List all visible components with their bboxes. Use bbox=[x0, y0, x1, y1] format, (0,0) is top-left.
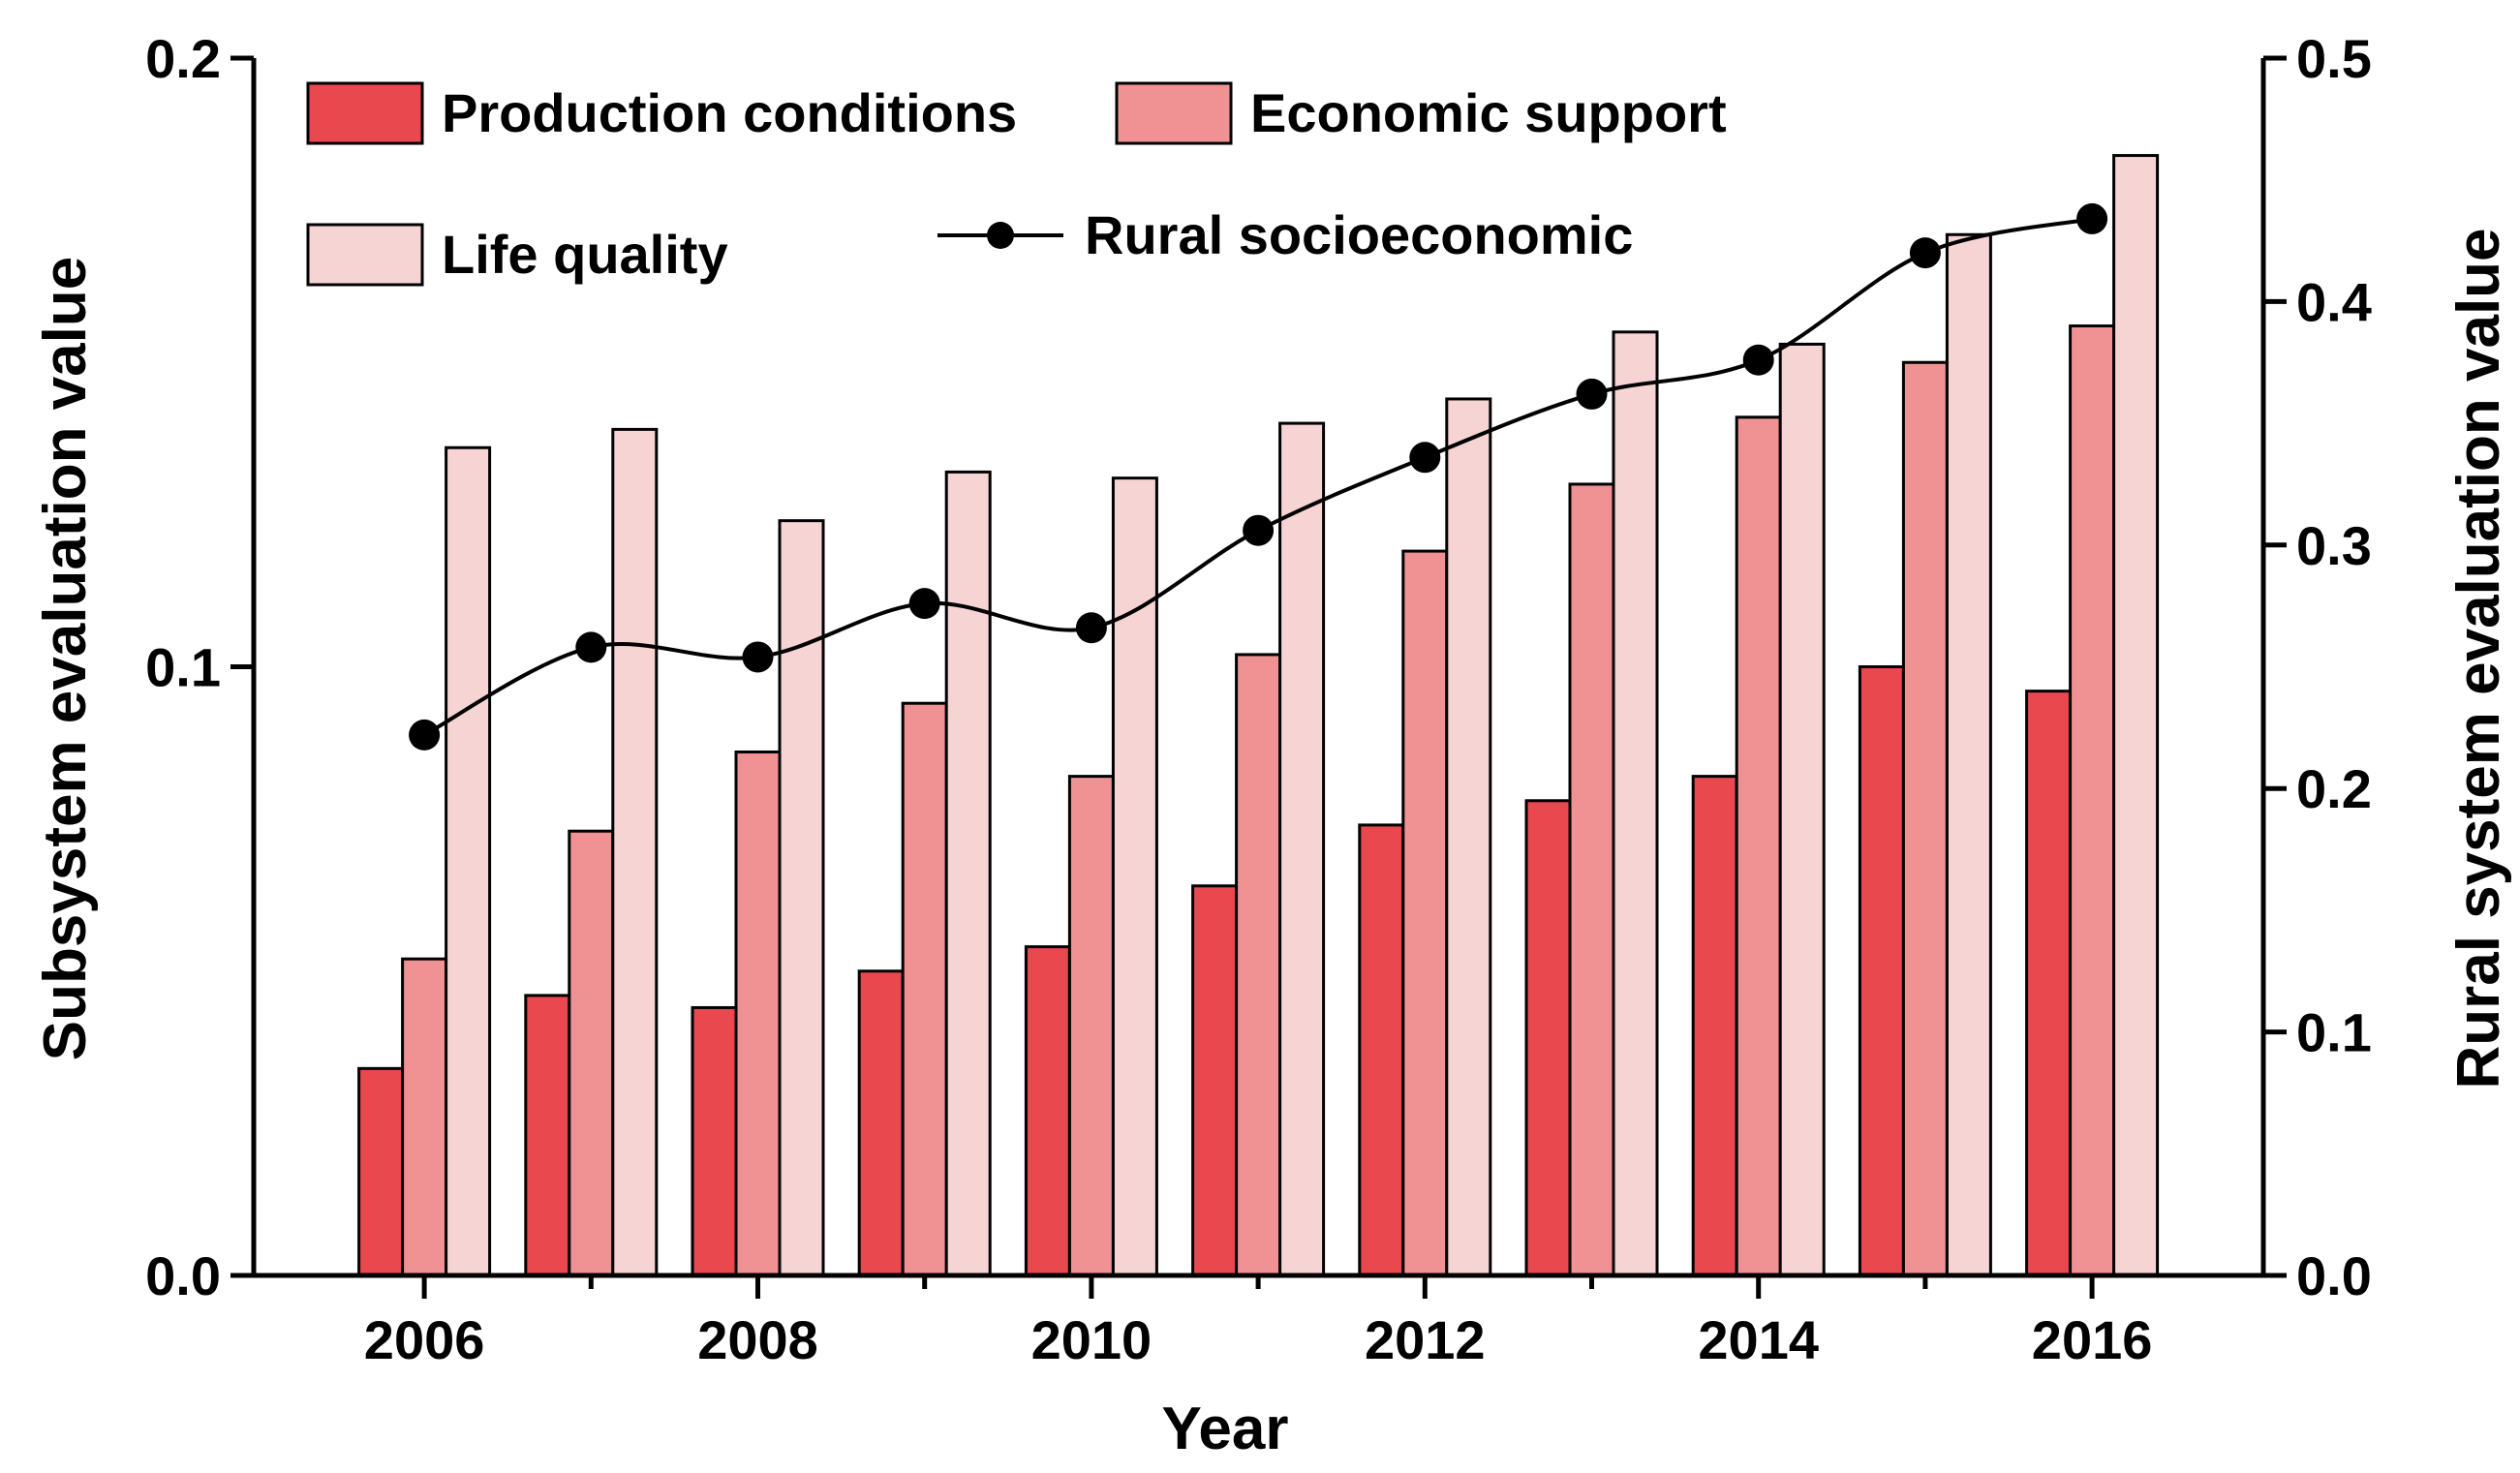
left-y-tick-label: 0.0 bbox=[145, 1245, 221, 1306]
bar-life-quality-2013 bbox=[1612, 330, 1659, 1277]
right-y-axis-title: Rural system evaluation value bbox=[2445, 228, 2512, 1089]
point-rural-socioeconomic-2006 bbox=[409, 719, 441, 751]
x-tick-label: 2006 bbox=[364, 1309, 485, 1370]
left-y-tick-label: 0.2 bbox=[145, 28, 221, 89]
bar-life-quality-2014 bbox=[1778, 342, 1826, 1277]
legend-swatch-economic-support bbox=[1115, 81, 1233, 145]
point-rural-socioeconomic-2009 bbox=[908, 588, 940, 620]
bar-life-quality-2010 bbox=[1111, 476, 1158, 1277]
point-rural-socioeconomic-2012 bbox=[1409, 442, 1441, 474]
point-rural-socioeconomic-2010 bbox=[1075, 612, 1107, 644]
right-y-tick-label: 0.2 bbox=[2296, 758, 2372, 819]
point-rural-socioeconomic-2013 bbox=[1576, 378, 1608, 410]
x-tick-label: 2010 bbox=[1031, 1309, 1152, 1370]
point-rural-socioeconomic-2007 bbox=[575, 631, 607, 663]
point-rural-socioeconomic-2015 bbox=[1909, 237, 1941, 269]
right-y-tick-label: 0.4 bbox=[2296, 271, 2372, 332]
left-y-axis-title: Subsystem evaluation value bbox=[32, 257, 99, 1060]
bar-economic-support-2015 bbox=[1901, 360, 1949, 1277]
bar-economic-support-2011 bbox=[1235, 653, 1282, 1277]
bar-economic-support-2010 bbox=[1067, 775, 1115, 1277]
bar-life-quality-2007 bbox=[611, 427, 659, 1277]
legend-label-production-conditions: Production conditions bbox=[442, 82, 1017, 143]
bar-production-conditions-2013 bbox=[1524, 799, 1572, 1277]
left-y-tick-label: 0.1 bbox=[145, 637, 221, 698]
right-y-tick-label: 0.1 bbox=[2296, 1002, 2372, 1063]
x-tick-label: 2016 bbox=[2032, 1309, 2153, 1370]
x-tick-label: 2014 bbox=[1698, 1309, 1819, 1370]
legend-label-economic-support: Economic support bbox=[1250, 82, 1727, 143]
bar-life-quality-2008 bbox=[778, 519, 825, 1277]
bars-group bbox=[357, 154, 2160, 1277]
bar-production-conditions-2011 bbox=[1191, 884, 1239, 1277]
bar-life-quality-2009 bbox=[944, 470, 992, 1277]
x-tick-label: 2008 bbox=[697, 1309, 818, 1370]
bar-production-conditions-2015 bbox=[1858, 665, 1905, 1277]
bar-life-quality-2006 bbox=[445, 445, 492, 1277]
x-axis-title: Year bbox=[1161, 1396, 1288, 1462]
point-rural-socioeconomic-2011 bbox=[1243, 514, 1275, 546]
bar-life-quality-2015 bbox=[1945, 232, 1992, 1277]
bar-production-conditions-2016 bbox=[2025, 690, 2073, 1277]
bar-economic-support-2013 bbox=[1568, 482, 1615, 1277]
right-y-tick-label: 0.3 bbox=[2296, 515, 2372, 576]
point-rural-socioeconomic-2016 bbox=[2076, 202, 2108, 234]
point-rural-socioeconomic-2014 bbox=[1742, 344, 1774, 376]
legend-label-life-quality: Life quality bbox=[442, 224, 728, 285]
right-y-tick-label: 0.5 bbox=[2296, 28, 2372, 89]
bar-production-conditions-2012 bbox=[1358, 823, 1405, 1277]
bar-life-quality-2011 bbox=[1278, 421, 1326, 1277]
bar-production-conditions-2007 bbox=[524, 994, 571, 1277]
point-rural-socioeconomic-2008 bbox=[742, 641, 774, 673]
bar-economic-support-2008 bbox=[734, 750, 782, 1277]
bar-economic-support-2012 bbox=[1401, 549, 1449, 1277]
bar-economic-support-2016 bbox=[2069, 324, 2116, 1277]
bar-production-conditions-2006 bbox=[357, 1066, 405, 1277]
x-tick-label: 2012 bbox=[1365, 1309, 1486, 1370]
bar-production-conditions-2009 bbox=[857, 969, 905, 1277]
bar-production-conditions-2014 bbox=[1691, 775, 1738, 1277]
bar-economic-support-2009 bbox=[901, 701, 948, 1277]
bar-economic-support-2007 bbox=[568, 829, 615, 1277]
bar-economic-support-2006 bbox=[401, 957, 448, 1277]
legend-swatch-life-quality bbox=[306, 223, 424, 287]
bar-production-conditions-2008 bbox=[691, 1005, 738, 1277]
trend-line-group bbox=[409, 202, 2108, 751]
axes-group: 0.0 0.1 0.2 0.0 0.1 0.2 0.3 0.4 0.5 2006 2008 2010 2… bbox=[145, 28, 2372, 1370]
bar-life-quality-2012 bbox=[1445, 397, 1492, 1277]
bar-production-conditions-2010 bbox=[1024, 945, 1071, 1277]
bar-life-quality-2016 bbox=[2112, 154, 2160, 1277]
right-y-tick-label: 0.0 bbox=[2296, 1245, 2372, 1306]
legend-marker-rural-socioeconomic bbox=[987, 222, 1014, 249]
legend-label-rural-socioeconomic: Rural socioeconomic bbox=[1085, 204, 1633, 265]
legend-swatch-production-conditions bbox=[306, 81, 424, 145]
legend: Production conditions Economic support L… bbox=[306, 81, 1727, 287]
bar-economic-support-2014 bbox=[1735, 415, 1782, 1277]
